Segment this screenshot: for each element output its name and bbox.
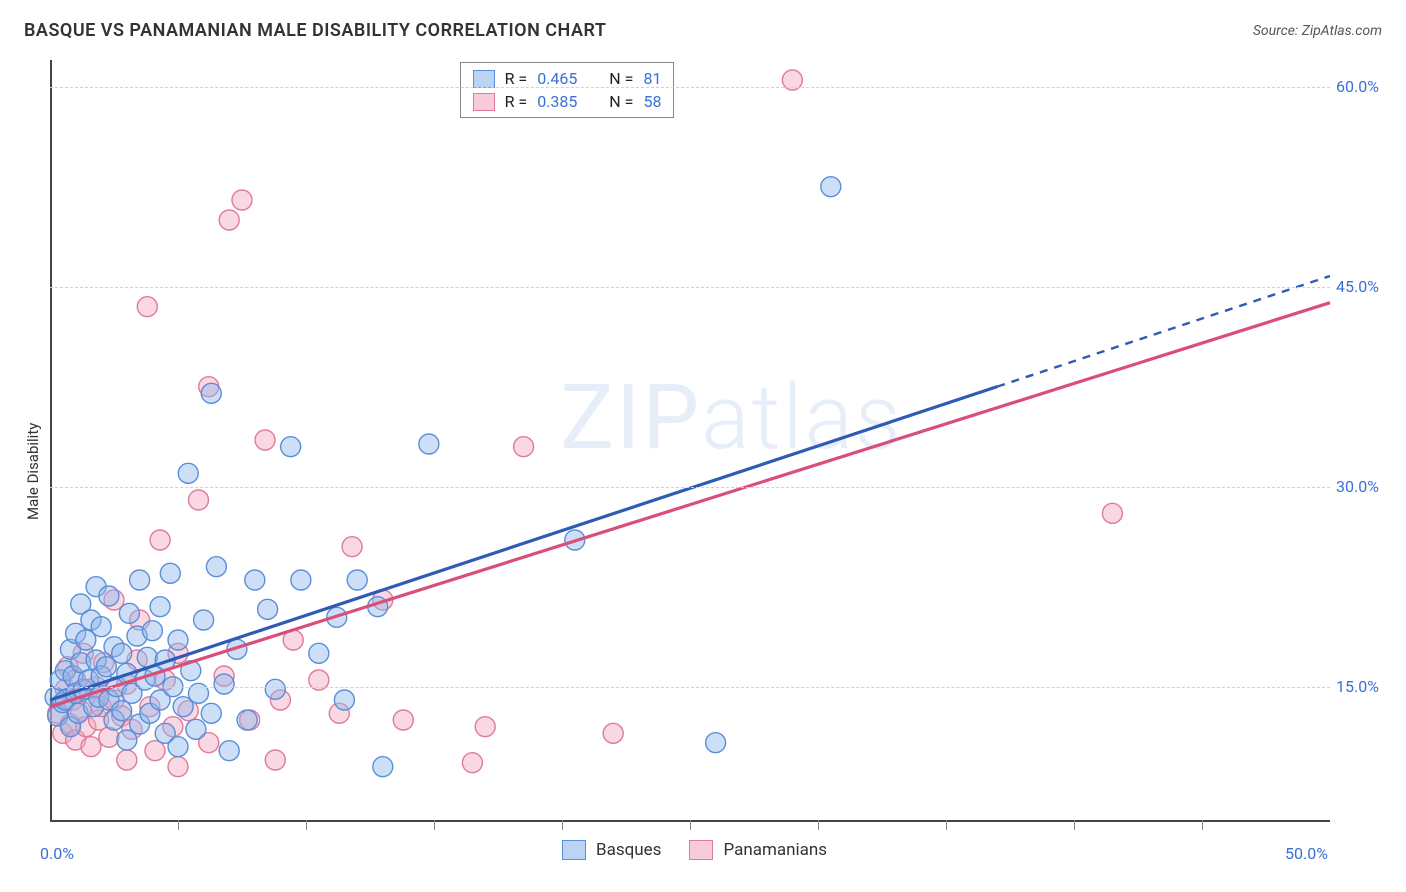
data-point [291, 570, 311, 590]
legend-swatch-pink [689, 840, 713, 860]
data-point [603, 723, 623, 743]
n-label: N = [609, 92, 633, 111]
trend-line [997, 276, 1330, 387]
series-legend-item: Basques [562, 840, 661, 860]
data-point [245, 570, 265, 590]
data-point [219, 741, 239, 761]
data-point [514, 437, 534, 457]
trend-line [50, 303, 1330, 707]
data-point [342, 537, 362, 557]
series-legend: Basques Panamanians [562, 840, 827, 860]
data-point [99, 586, 119, 606]
stats-legend-box: R = 0.465 N = 81R = 0.385 N = 58 [460, 62, 675, 118]
stats-legend-row: R = 0.385 N = 58 [473, 92, 662, 111]
trend-line [50, 387, 997, 700]
data-point [112, 701, 132, 721]
n-label: N = [609, 69, 633, 88]
data-point [255, 430, 275, 450]
x-tick [1074, 820, 1075, 830]
x-tick [306, 820, 307, 830]
data-point [309, 643, 329, 663]
y-tick-label: 30.0% [1336, 477, 1379, 496]
data-point [419, 434, 439, 454]
data-point [117, 750, 137, 770]
data-point [160, 563, 180, 583]
data-point [81, 737, 101, 757]
x-tick [562, 820, 563, 830]
y-tick-label: 45.0% [1336, 277, 1379, 296]
data-point [201, 383, 221, 403]
data-point [237, 710, 257, 730]
x-tick [818, 820, 819, 830]
data-point [334, 690, 354, 710]
r-label: R = [505, 69, 528, 88]
x-tick [178, 820, 179, 830]
data-point [281, 437, 301, 457]
data-point [178, 463, 198, 483]
series-legend-item: Panamanians [689, 840, 827, 860]
legend-swatch-blue [562, 840, 586, 860]
x-tick [1202, 820, 1203, 830]
data-point [112, 643, 132, 663]
x-tick [434, 820, 435, 830]
data-point [393, 710, 413, 730]
r-value: 0.465 [537, 69, 577, 88]
data-point [219, 210, 239, 230]
legend-swatch-pink [473, 93, 495, 111]
r-label: R = [505, 92, 528, 111]
data-point [475, 717, 495, 737]
data-point [137, 297, 157, 317]
n-value: 58 [643, 92, 661, 111]
data-point [265, 750, 285, 770]
x-tick [946, 820, 947, 830]
series-legend-label: Basques [596, 840, 661, 860]
grid-line [50, 87, 1330, 88]
data-point [373, 757, 393, 777]
data-point [188, 490, 208, 510]
grid-line [50, 487, 1330, 488]
data-point [201, 703, 221, 723]
data-point [145, 741, 165, 761]
data-point [168, 630, 188, 650]
r-value: 0.385 [537, 92, 577, 111]
data-point [347, 570, 367, 590]
data-point [150, 597, 170, 617]
data-point [214, 674, 234, 694]
data-point [194, 610, 214, 630]
data-point [1102, 503, 1122, 523]
data-point [706, 733, 726, 753]
data-point [119, 603, 139, 623]
grid-line [50, 687, 1330, 688]
data-point [462, 753, 482, 773]
data-point [142, 621, 162, 641]
data-point [821, 177, 841, 197]
y-tick-label: 60.0% [1336, 77, 1379, 96]
data-point [117, 730, 137, 750]
data-point [168, 737, 188, 757]
data-point [232, 190, 252, 210]
data-point [206, 557, 226, 577]
data-point [150, 530, 170, 550]
n-value: 81 [643, 69, 661, 88]
chart-canvas [0, 0, 1406, 892]
data-point [91, 617, 111, 637]
series-legend-label: Panamanians [723, 840, 827, 860]
stats-legend-row: R = 0.465 N = 81 [473, 69, 662, 88]
data-point [168, 757, 188, 777]
data-point [265, 679, 285, 699]
x-tick [690, 820, 691, 830]
data-point [130, 570, 150, 590]
y-tick-label: 15.0% [1336, 677, 1379, 696]
grid-line [50, 287, 1330, 288]
data-point [258, 599, 278, 619]
data-point [186, 719, 206, 739]
legend-swatch-blue [473, 70, 495, 88]
